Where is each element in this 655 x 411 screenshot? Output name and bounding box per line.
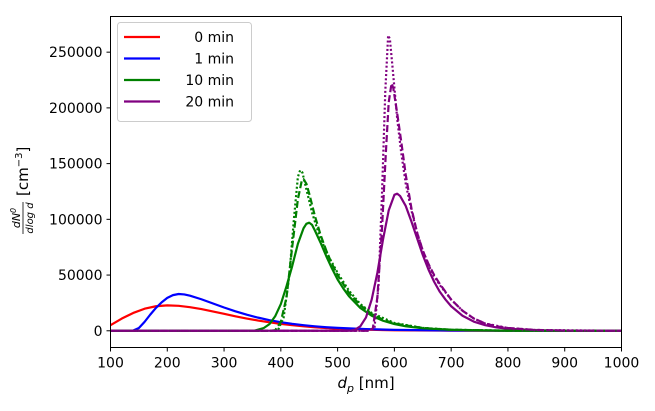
series-line-4-dashed: [110, 178, 622, 332]
y-tick-label: 150000: [49, 157, 102, 173]
x-tick-label: 200: [154, 356, 181, 372]
y-axis-title-denominator: dlog d: [25, 202, 36, 234]
series-line-6-dashed: [110, 82, 622, 332]
x-tick-label: 1000: [604, 356, 640, 372]
legend-box: [117, 22, 252, 122]
series-line-7-dotted: [110, 34, 622, 332]
legend-label: 20 min: [185, 95, 234, 111]
series-line-3-solid: [110, 192, 622, 332]
x-tick-label: 500: [324, 356, 351, 372]
series-lines: [109, 34, 622, 332]
legend-label: 1 min: [194, 52, 234, 68]
x-tick-label: 800: [495, 356, 522, 372]
y-tick-label: 100000: [49, 212, 102, 228]
axis-ticks: 100 200 300 400 500 600 700 800 900 1000 0 50000 100…: [49, 45, 639, 371]
x-tick-label: 700: [438, 356, 465, 372]
x-axis-title: dp [nm]: [337, 374, 394, 395]
x-tick-label: 300: [211, 356, 238, 372]
y-axis-title-numerator: dN0: [9, 208, 23, 228]
y-axis-title-unit: [cm−3]: [14, 147, 32, 196]
legend-label: 0 min: [194, 30, 234, 46]
y-tick-label: 0: [94, 324, 103, 340]
x-tick-label: 400: [267, 356, 294, 372]
x-tick-label: 100: [97, 356, 124, 372]
series-line-1-solid: [110, 292, 622, 332]
x-tick-label: 600: [381, 356, 408, 372]
y-tick-label: 200000: [49, 101, 102, 117]
legend: 0 min 1 min 10 min 20 min: [117, 22, 252, 122]
legend-label: 10 min: [185, 73, 234, 89]
plot-frame: [110, 16, 622, 348]
y-axis-title: dN0 dlog d [cm−3]: [9, 147, 36, 234]
y-tick-label: 50000: [58, 268, 103, 284]
x-tick-label: 900: [551, 356, 578, 372]
y-tick-label: 250000: [49, 45, 102, 61]
